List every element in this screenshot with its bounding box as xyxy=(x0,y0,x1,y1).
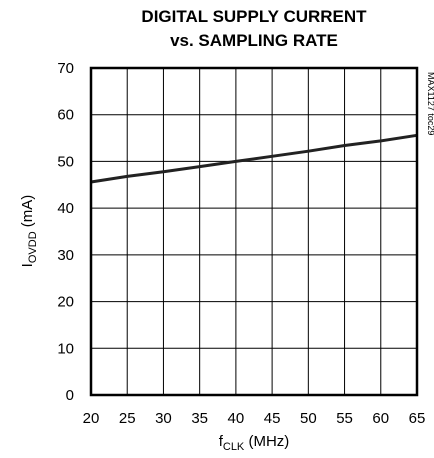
y-tick-label: 30 xyxy=(57,247,74,264)
x-tick-label: 50 xyxy=(300,410,317,427)
y-tick-label: 20 xyxy=(57,294,74,311)
x-tick-label: 35 xyxy=(191,410,208,427)
y-tick-label: 70 xyxy=(57,60,74,77)
side-note: MAX1127 toc29 xyxy=(426,72,434,135)
x-tick-label: 60 xyxy=(372,410,389,427)
grid-lines xyxy=(91,68,417,395)
y-tick-labels: 0 10 20 30 40 50 60 70 xyxy=(57,60,74,404)
y-tick-label: 40 xyxy=(57,200,74,217)
chart-title-line1: DIGITAL SUPPLY CURRENT xyxy=(141,7,367,26)
x-tick-label: 40 xyxy=(228,410,245,427)
y-tick-label: 50 xyxy=(57,153,74,170)
x-tick-label: 30 xyxy=(155,410,172,427)
y-tick-label: 60 xyxy=(57,107,74,124)
series-line-0 xyxy=(90,133,418,184)
x-tick-labels: 20 25 30 35 40 45 50 55 60 65 xyxy=(83,410,426,427)
x-axis-label-unit: (MHz) xyxy=(244,433,289,450)
x-axis-label-sub: CLK xyxy=(223,441,245,453)
x-tick-label: 55 xyxy=(336,410,353,427)
series-layer xyxy=(90,133,418,184)
x-axis-label: fCLK (MHz) xyxy=(219,433,290,453)
x-axis-label-main: f xyxy=(219,433,224,450)
y-axis-label-sub: OVDD xyxy=(27,231,39,263)
chart-title-line2: vs. SAMPLING RATE xyxy=(170,31,338,50)
y-axis-label-main: I xyxy=(19,263,36,267)
x-tick-label: 45 xyxy=(264,410,281,427)
y-tick-label: 0 xyxy=(66,387,74,404)
x-tick-label: 65 xyxy=(409,410,426,427)
y-axis-label: IOVDD (mA) xyxy=(19,195,39,268)
y-tick-label: 10 xyxy=(57,340,74,357)
y-axis-label-unit: (mA) xyxy=(19,195,36,232)
plot-frame xyxy=(89,66,419,397)
x-tick-label: 20 xyxy=(83,410,100,427)
x-tick-label: 25 xyxy=(119,410,136,427)
